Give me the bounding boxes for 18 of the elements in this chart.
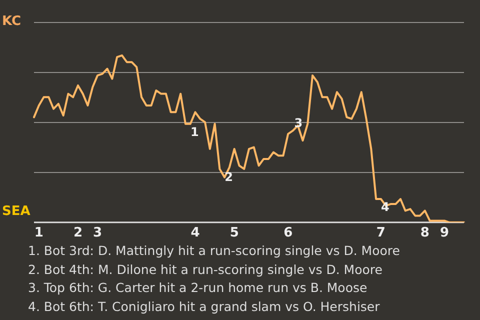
x-tick-label: 2 (73, 226, 82, 241)
text: 1. Bot 3rd: D. Mattingly hit a run-scoring single vs D. Moore (28, 242, 400, 260)
x-tick-label: 6 (284, 226, 293, 241)
x-tick-label: 3 (93, 226, 102, 241)
text: SEA (2, 204, 30, 220)
x-tick-label: 5 (230, 226, 239, 241)
text: 2. Bot 4th: M. Dilone hit a run-scoring single vs D. Moore (28, 260, 384, 279)
annotation: 2 (224, 170, 234, 184)
x-tick-label: 4 (190, 226, 200, 241)
annotation: 1 (190, 124, 199, 139)
text: 4. Bot 6th: T. Conigliaro hit a grand slam vs O. Hershiser (28, 298, 381, 316)
text: KC (2, 14, 22, 29)
x-tick-label: 8 (420, 226, 430, 241)
x-tick-label: 1 (34, 226, 44, 241)
annotation: 3 (294, 116, 303, 130)
text: 3. Top 6th: G. Carter hit a 2-run home run vs B. Moose (28, 279, 368, 297)
x-tick-label: 7 (376, 226, 386, 241)
x-tick-label: 9 (440, 226, 449, 241)
